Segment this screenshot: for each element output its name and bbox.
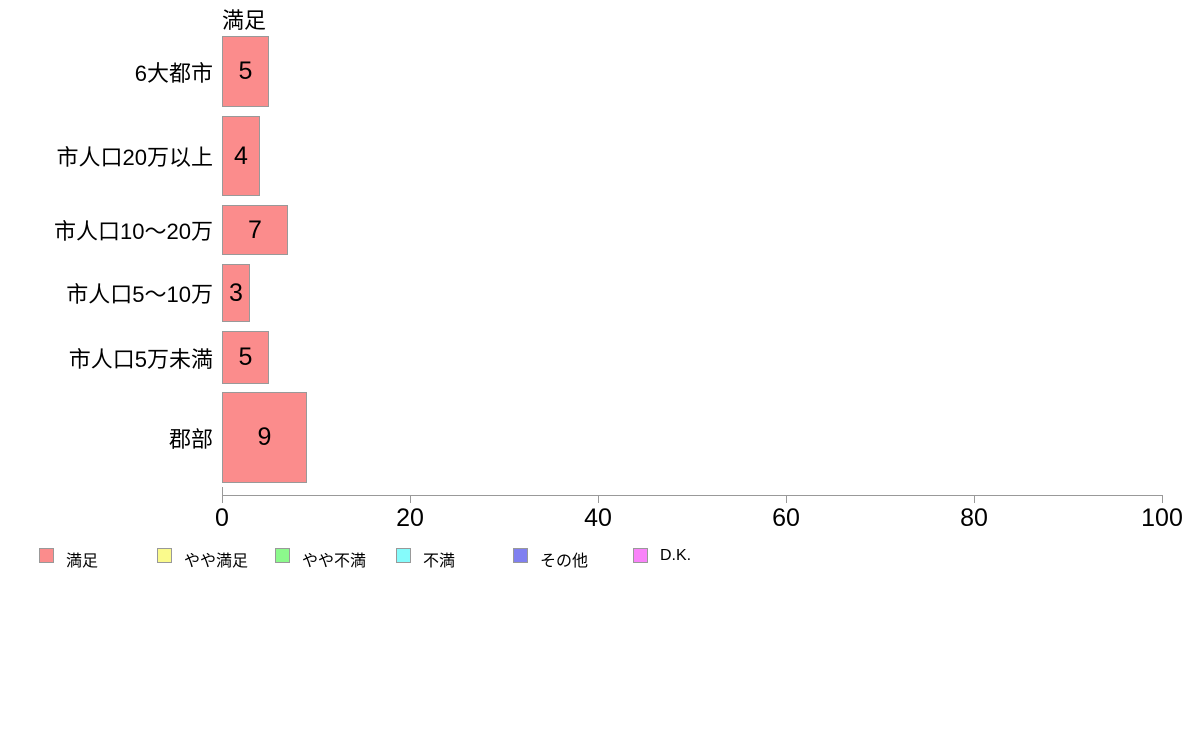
legend-swatch	[39, 548, 54, 563]
category-label: 市人口10〜20万	[54, 219, 213, 244]
bar-value-label: 4	[234, 141, 248, 170]
bar: 3	[222, 264, 250, 322]
x-tick-label: 40	[584, 504, 612, 532]
bar: 4	[222, 116, 260, 196]
legend-swatch	[157, 548, 172, 563]
x-tick-label: 80	[960, 504, 988, 532]
x-axis-line	[222, 495, 1162, 496]
x-tick	[974, 495, 975, 503]
x-tick	[598, 495, 599, 503]
bar-value-label: 7	[248, 215, 262, 244]
x-tick-label: 100	[1141, 504, 1183, 532]
x-tick	[222, 487, 223, 503]
chart-title: 満足	[222, 8, 267, 33]
x-tick	[410, 495, 411, 503]
legend-swatch	[513, 548, 528, 563]
legend-swatch	[633, 548, 648, 563]
bar-value-label: 3	[229, 278, 243, 307]
legend-label: D.K.	[660, 547, 692, 564]
category-label: 郡部	[168, 426, 213, 452]
x-tick	[1162, 495, 1163, 503]
category-label: 市人口5〜10万	[66, 282, 213, 307]
legend-label: やや満足	[184, 553, 249, 570]
x-tick-label: 0	[215, 504, 229, 532]
legend-label: 満足	[66, 553, 99, 570]
category-label: 6大都市	[134, 60, 213, 86]
x-tick-label: 60	[772, 504, 800, 532]
legend-label: その他	[540, 553, 589, 570]
legend-swatch	[275, 548, 290, 563]
bar: 7	[222, 205, 288, 255]
bar: 9	[222, 392, 307, 483]
legend-label: 不満	[423, 553, 456, 570]
bar-value-label: 5	[238, 57, 253, 85]
bar-value-label: 5	[238, 343, 253, 371]
bar-value-label: 9	[257, 423, 272, 451]
x-tick-label: 20	[396, 504, 424, 532]
category-label: 市人口20万以上	[56, 145, 213, 170]
bar: 5	[222, 331, 269, 384]
bar: 5	[222, 36, 269, 107]
legend-swatch	[396, 548, 411, 563]
legend-label: やや不満	[302, 553, 367, 570]
category-label: 市人口5万未満	[68, 346, 213, 372]
x-tick	[786, 495, 787, 503]
